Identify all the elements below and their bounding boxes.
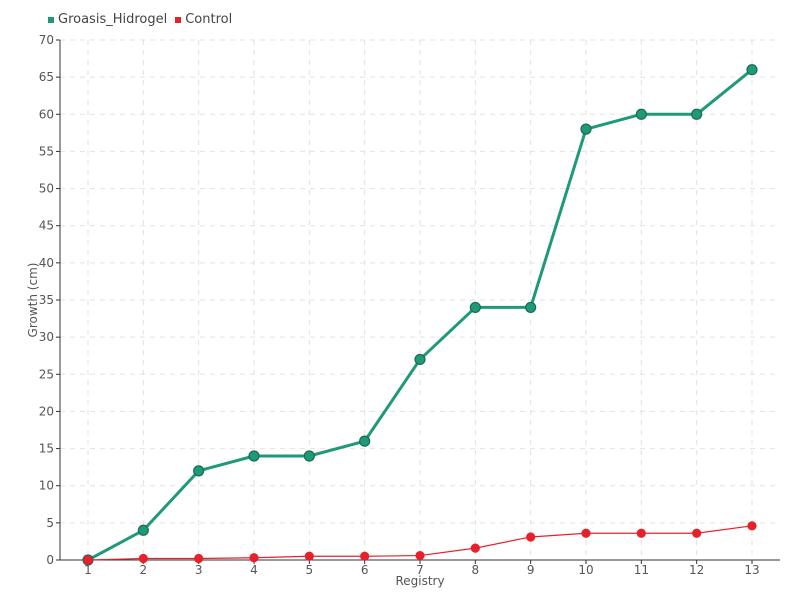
y-tick-label: 65 — [39, 70, 54, 84]
x-tick-label: 5 — [306, 563, 314, 577]
data-point-groasis — [193, 465, 205, 477]
y-axis-label: Growth (cm) — [26, 263, 40, 338]
data-point-control — [249, 553, 259, 563]
x-tick-label: 9 — [527, 563, 535, 577]
legend-swatch-control — [175, 16, 182, 23]
data-point-groasis — [414, 353, 426, 366]
data-point-groasis — [746, 64, 758, 76]
y-tick-label: 10 — [39, 479, 54, 493]
data-point-control — [747, 521, 757, 531]
data-point-control — [526, 532, 536, 542]
series-group — [82, 64, 758, 566]
x-tick-label: 11 — [634, 563, 649, 577]
y-tick-label: 40 — [39, 256, 54, 270]
data-point-groasis — [635, 108, 647, 120]
y-tick-label: 25 — [39, 367, 54, 381]
data-point-control — [692, 528, 702, 538]
y-tick-label: 20 — [39, 404, 54, 418]
data-point-groasis — [469, 301, 481, 314]
legend: Groasis_Hidrogel Control — [48, 12, 232, 27]
legend-item-control[interactable]: Control — [175, 12, 232, 27]
x-tick-label: 4 — [250, 563, 258, 577]
y-tick-label: 30 — [39, 330, 54, 344]
data-point-control — [636, 528, 646, 538]
data-point-groasis — [359, 435, 371, 447]
y-tick-label: 0 — [46, 553, 54, 567]
x-tick-label: 3 — [195, 563, 203, 577]
grid — [60, 39, 780, 560]
legend-label-groasis: Groasis_Hidrogel — [58, 12, 168, 27]
data-point-control — [304, 551, 314, 561]
legend-item-groasis[interactable]: Groasis_Hidrogel — [48, 12, 167, 27]
y-tick-label: 45 — [39, 219, 54, 233]
data-point-control — [194, 553, 204, 564]
data-point-control — [415, 550, 425, 561]
x-tick-label: 8 — [472, 563, 480, 577]
y-tick-label: 5 — [46, 516, 54, 530]
x-tick-label: 2 — [140, 563, 148, 577]
data-point-control — [138, 553, 148, 564]
data-point-groasis — [137, 524, 149, 536]
x-tick-label: 6 — [361, 563, 369, 577]
x-tick-label: 12 — [689, 563, 704, 577]
x-tick-label: 10 — [578, 563, 593, 577]
data-point-groasis — [248, 450, 260, 462]
data-point-groasis — [691, 108, 703, 120]
y-tick-label: 70 — [39, 33, 54, 47]
x-axis-label: Registry — [395, 574, 444, 588]
x-tick-label: 7 — [416, 563, 424, 577]
legend-swatch-groasis — [48, 16, 54, 23]
x-tick-label: 13 — [744, 563, 759, 577]
data-point-groasis — [525, 301, 537, 314]
y-tick-label: 15 — [39, 442, 54, 456]
y-tick-label: 60 — [39, 107, 54, 121]
y-tick-label: 50 — [39, 182, 54, 196]
x-tick-labels: 1 2 3 4 5 6 7 8 9 10 11 12 13 — [84, 563, 759, 577]
y-tick-labels: 0 5 10 15 20 25 30 35 40 45 50 55 60 65 70 — [39, 33, 54, 567]
y-tick-label: 35 — [39, 293, 54, 307]
data-point-control — [83, 555, 93, 565]
legend-label-control: Control — [185, 12, 233, 27]
x-tick-label: 1 — [84, 563, 92, 577]
data-point-control — [360, 551, 370, 561]
data-point-groasis — [580, 123, 592, 135]
data-point-control — [470, 543, 480, 553]
y-tick-label: 55 — [39, 144, 54, 158]
data-point-groasis — [303, 450, 315, 462]
data-point-control — [581, 528, 591, 538]
